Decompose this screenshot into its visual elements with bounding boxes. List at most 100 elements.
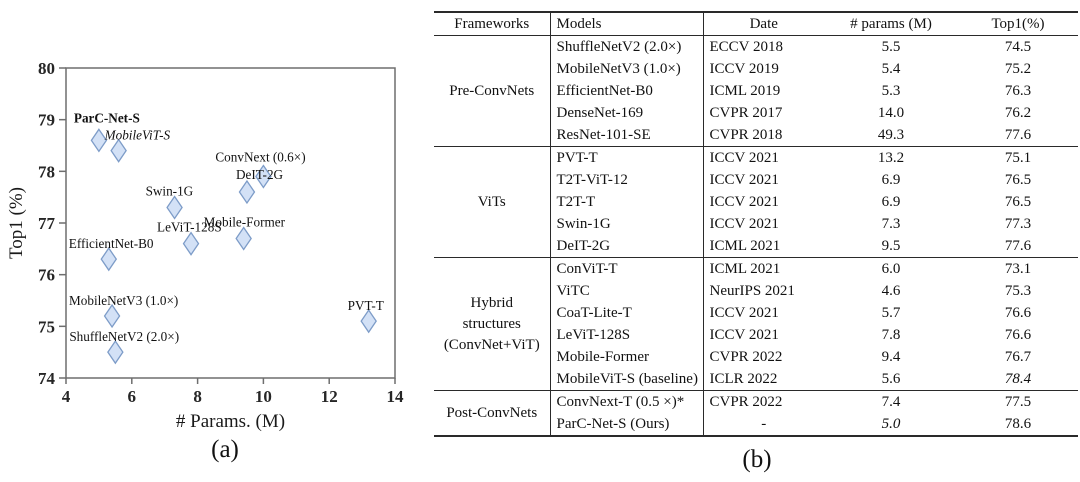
y-tick-label: 74 — [38, 369, 56, 388]
date-cell: CVPR 2017 — [709, 105, 783, 121]
scatter-point — [182, 231, 200, 256]
scatter-point-label: ParC-Net-S — [74, 110, 140, 125]
params-cell: 13.2 — [877, 150, 905, 166]
table-row: DenseNet-169 CVPR 2017 14.0 76.2 — [434, 102, 1078, 124]
date-cell: ICCV 2021 — [709, 194, 779, 210]
scatter-point-label: DeIT-2G — [236, 167, 284, 182]
top1-cell: 73.1 — [1004, 261, 1032, 277]
model-cell: ShuffleNetV2 (2.0×) — [550, 35, 704, 58]
model-cell: T2T-ViT-12 — [550, 169, 704, 191]
table-b-panel: Frameworks Models Date # params (M) Top1(%) … — [434, 0, 1080, 482]
params-cell: 7.4 — [881, 394, 901, 410]
framework-cell: ViTs — [434, 146, 551, 258]
date-cell: ICLR 2022 — [709, 371, 778, 387]
top1-cell: 76.5 — [1004, 194, 1032, 210]
params-cell: 4.6 — [881, 283, 901, 299]
model-cell: Swin-1G — [550, 213, 704, 235]
top1-cell: 76.6 — [1004, 305, 1032, 321]
params-cell: 49.3 — [877, 127, 905, 143]
x-tick-label: 12 — [321, 387, 338, 406]
params-cell: 9.4 — [881, 349, 901, 365]
framework-cell: Pre-ConvNets — [434, 35, 551, 147]
model-cell: LeViT-128S — [550, 324, 704, 346]
table-header-row: Frameworks Models Date # params (M) Top1(%) — [434, 12, 1078, 36]
scatter-point-label: EfficientNet-B0 — [69, 236, 154, 251]
table-row: ViTs PVT-T ICCV 2021 13.2 75.1 — [434, 146, 1078, 258]
model-cell: ConvNext-T (0.5 ×)* — [550, 390, 704, 413]
table-row: MobileViT-S (baseline) ICLR 2022 5.6 78.4 — [434, 368, 1078, 391]
table-row: ViTC NeurIPS 2021 4.6 75.3 — [434, 280, 1078, 302]
framework-label: Pre-ConvNets — [449, 82, 535, 99]
date-cell: ECCV 2018 — [709, 39, 783, 55]
table-row: MobileNetV3 (1.0×) ICCV 2019 5.4 75.2 — [434, 58, 1078, 80]
y-axis-label: Top1 (%) — [6, 187, 27, 259]
top1-cell: 76.2 — [1004, 105, 1032, 121]
table-row: EfficientNet-B0 ICML 2019 5.3 76.3 — [434, 80, 1078, 102]
date-cell: ICCV 2021 — [709, 150, 779, 166]
top1-cell: 76.7 — [1004, 349, 1032, 365]
x-tick-label: 6 — [128, 387, 137, 406]
scatter-point — [166, 195, 183, 220]
date-cell: CVPR 2018 — [709, 127, 783, 143]
x-axis-label: # Params. (M) — [176, 411, 285, 432]
date-cell: NeurIPS 2021 — [709, 283, 795, 299]
params-cell: 5.6 — [881, 371, 901, 387]
column-header: Models — [550, 12, 704, 36]
model-cell: ParC-Net-S (Ours) — [550, 413, 704, 436]
model-cell: EfficientNet-B0 — [550, 80, 704, 102]
top1-cell: 78.4 — [1004, 371, 1032, 387]
params-cell: 5.5 — [881, 39, 901, 55]
figure-a-caption: (a) — [211, 436, 239, 463]
scatter-point — [360, 309, 377, 334]
framework-cell: Post-ConvNets — [434, 390, 551, 436]
figure-b-caption: (b) — [742, 446, 772, 473]
y-tick-label: 77 — [38, 214, 56, 233]
params-cell: 6.0 — [881, 261, 901, 277]
table-header: Frameworks Models Date # params (M) Top1(%) — [434, 12, 1078, 36]
scatter-point-label: ShuffleNetV2 (2.0×) — [69, 329, 179, 344]
scatter-point-label: Mobile-Former — [204, 215, 286, 230]
scatter-point — [235, 226, 252, 251]
model-cell: PVT-T — [550, 146, 704, 169]
scatter-point-label: MobileViT-S — [104, 128, 171, 143]
framework-label: Post-ConvNets — [446, 404, 538, 421]
date-cell: - — [761, 416, 767, 432]
scatter-point-label: Swin-1G — [146, 184, 194, 199]
params-cell: 6.9 — [881, 194, 901, 210]
params-cell: 5.0 — [881, 416, 901, 432]
scatter-point — [238, 179, 256, 205]
model-cell: MobileNetV3 (1.0×) — [550, 58, 704, 80]
y-tick-label: 79 — [38, 111, 55, 130]
table-row: ResNet-101-SE CVPR 2018 49.3 77.6 — [434, 124, 1078, 147]
figure-a-panel: 4 6 8 10 12 14 74 75 76 77 78 79 80 # Params. (M) Top1… — [0, 0, 434, 482]
table-row: CoaT-Lite-T ICCV 2021 5.7 76.6 — [434, 302, 1078, 324]
params-cell: 7.3 — [881, 216, 901, 232]
params-cell: 5.7 — [881, 305, 901, 321]
params-cell: 5.4 — [881, 61, 901, 77]
table-row: Pre-ConvNets ShuffleNetV2 (2.0×) ECCV 2018… — [434, 35, 1078, 147]
model-cell: ViTC — [550, 280, 704, 302]
top1-cell: 75.2 — [1004, 61, 1032, 77]
scatter-plot: 4 6 8 10 12 14 74 75 76 77 78 79 80 # Params. (M) Top1… — [6, 59, 405, 432]
top1-cell: 77.6 — [1004, 238, 1032, 254]
table-row: LeViT-128S ICCV 2021 7.8 76.6 — [434, 324, 1078, 346]
x-tick-label: 8 — [193, 387, 202, 406]
params-cell: 14.0 — [877, 105, 905, 121]
y-tick-label: 76 — [38, 266, 55, 285]
scatter-point — [103, 303, 121, 329]
x-tick-label: 10 — [255, 387, 272, 406]
top1-cell: 76.6 — [1004, 327, 1032, 343]
top1-cell: 77.3 — [1004, 216, 1032, 232]
model-cell: MobileViT-S (baseline) — [550, 368, 704, 391]
x-tick-label: 14 — [387, 387, 405, 406]
top1-cell: 77.6 — [1004, 127, 1032, 143]
table-row: Hybrid structures (ConvNet+ViT) ConViT-T I… — [434, 257, 1078, 391]
table-row: DeIT-2G ICML 2021 9.5 77.6 — [434, 235, 1078, 258]
table-row: Post-ConvNets ConvNext-T (0.5 ×)* CVPR 202… — [434, 390, 1078, 436]
date-cell: ICCV 2021 — [709, 172, 779, 188]
y-tick-label: 80 — [38, 59, 55, 78]
column-header: # params (M) — [850, 16, 932, 32]
date-cell: ICCV 2021 — [709, 305, 779, 321]
y-tick-label: 75 — [38, 317, 55, 336]
